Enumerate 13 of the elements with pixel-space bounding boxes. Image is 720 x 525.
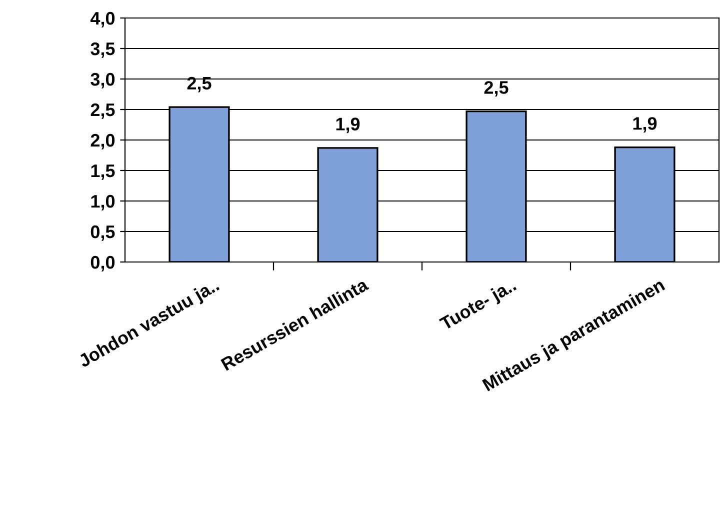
y-tick-label: 1,5 (91, 164, 115, 180)
y-tick-label: 1,0 (91, 194, 115, 210)
data-label: 1,9 (336, 118, 360, 134)
y-tick-label: 0,0 (90, 256, 115, 272)
x-tick-label: Tuote- ja.. (438, 278, 518, 334)
y-tick-label: 0,5 (90, 225, 115, 241)
y-tick-label: 3,5 (90, 42, 115, 58)
y-tick-label: 4,0 (90, 12, 115, 28)
y-tick-label: 2,5 (90, 103, 115, 119)
data-label: 2,5 (484, 81, 508, 96)
y-tick-label: 3,0 (90, 72, 115, 88)
data-label: 1,9 (633, 117, 657, 132)
y-tick-label: 2,0 (90, 134, 115, 150)
